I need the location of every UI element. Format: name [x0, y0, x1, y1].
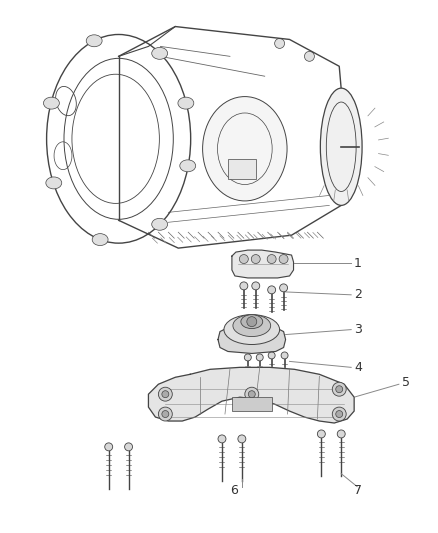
Polygon shape	[232, 250, 293, 278]
Circle shape	[247, 317, 257, 327]
Text: 2: 2	[354, 288, 362, 301]
Circle shape	[318, 430, 325, 438]
Text: 7: 7	[354, 484, 362, 497]
Circle shape	[332, 407, 346, 421]
Ellipse shape	[203, 96, 287, 201]
Circle shape	[248, 391, 255, 398]
Circle shape	[251, 255, 260, 263]
Ellipse shape	[92, 233, 108, 246]
Ellipse shape	[86, 35, 102, 47]
Ellipse shape	[152, 219, 168, 230]
Ellipse shape	[178, 97, 194, 109]
Circle shape	[267, 255, 276, 263]
Circle shape	[162, 391, 169, 398]
Bar	[228, 159, 256, 179]
Circle shape	[279, 255, 288, 263]
Ellipse shape	[180, 160, 196, 172]
Ellipse shape	[320, 88, 362, 205]
Circle shape	[256, 354, 263, 361]
Polygon shape	[148, 367, 354, 423]
Circle shape	[336, 410, 343, 417]
Circle shape	[218, 435, 226, 443]
Circle shape	[105, 443, 113, 451]
Circle shape	[304, 51, 314, 61]
Ellipse shape	[152, 47, 168, 59]
Circle shape	[245, 387, 259, 401]
Circle shape	[124, 443, 133, 451]
Circle shape	[268, 286, 276, 294]
Circle shape	[240, 255, 248, 263]
Circle shape	[162, 410, 169, 417]
Text: 4: 4	[354, 361, 362, 374]
Circle shape	[244, 354, 251, 361]
Circle shape	[159, 407, 172, 421]
Circle shape	[238, 435, 246, 443]
Polygon shape	[218, 328, 286, 353]
Circle shape	[275, 38, 285, 49]
Bar	[232, 397, 272, 411]
Circle shape	[281, 352, 288, 359]
Circle shape	[337, 430, 345, 438]
Circle shape	[332, 382, 346, 396]
Circle shape	[279, 284, 288, 292]
Circle shape	[336, 386, 343, 393]
Circle shape	[159, 387, 172, 401]
Circle shape	[252, 282, 260, 290]
Circle shape	[268, 352, 275, 359]
Ellipse shape	[233, 314, 271, 336]
Ellipse shape	[224, 314, 279, 344]
Text: 6: 6	[230, 484, 238, 497]
Ellipse shape	[46, 177, 62, 189]
Ellipse shape	[241, 314, 263, 329]
Circle shape	[240, 282, 248, 290]
Ellipse shape	[43, 97, 60, 109]
Text: 3: 3	[354, 323, 362, 336]
Text: 1: 1	[354, 256, 362, 270]
Text: 5: 5	[402, 376, 410, 389]
